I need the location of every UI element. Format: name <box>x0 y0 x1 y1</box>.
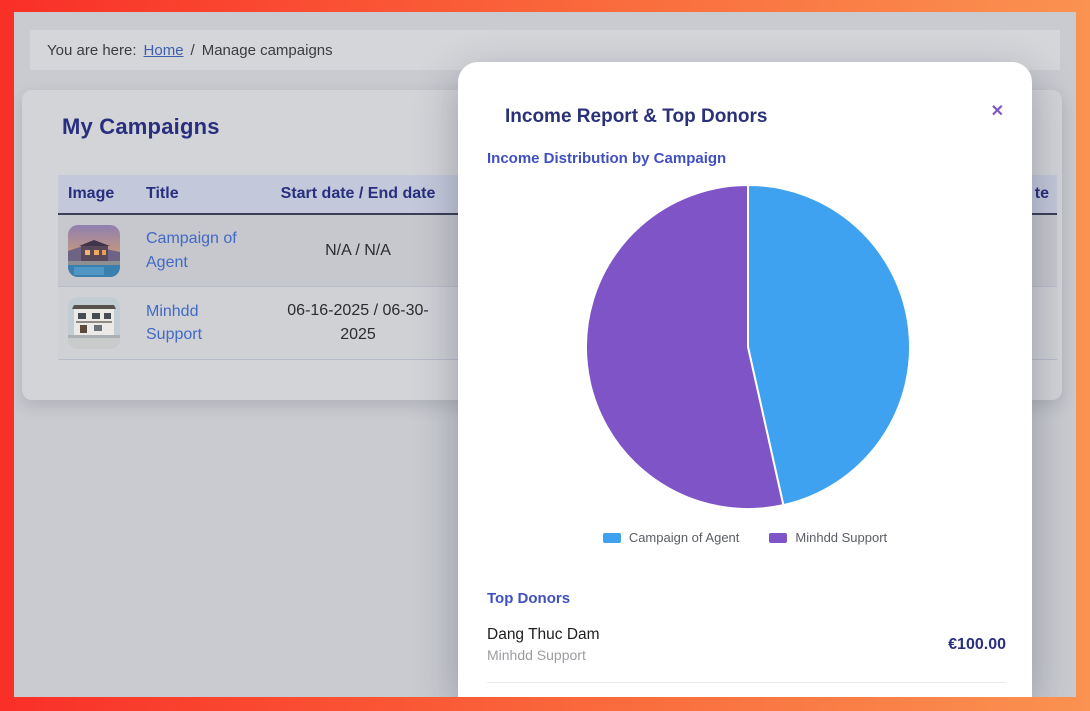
donor-campaign: Minhdd Support <box>487 647 586 663</box>
close-button[interactable]: ✕ <box>991 104 1004 120</box>
campaign-dates: 06-16-2025 / 06-30-2025 <box>287 302 429 343</box>
campaign-photo-white-house-image <box>68 297 120 349</box>
pie-chart[interactable] <box>584 183 912 511</box>
header-title: Title <box>146 185 179 202</box>
chart-legend: Campaign of Agent Minhdd Support <box>458 530 1032 545</box>
breadcrumb-separator: / <box>190 41 195 59</box>
page-background: You are here: Home / Manage campaigns My… <box>14 12 1076 697</box>
modal-title: Income Report & Top Donors <box>505 106 768 127</box>
header-partial: te <box>1034 185 1049 202</box>
header-image: Image <box>68 185 115 202</box>
header-dates: Start date / End date <box>280 185 436 202</box>
donor-amount: €100.00 <box>948 635 1006 653</box>
legend-swatch <box>602 532 621 543</box>
campaign-photo-villa-dusk-image <box>68 224 120 277</box>
campaign-link[interactable]: Campaign of Agent <box>146 230 237 271</box>
legend-label: Minhdd Support <box>795 530 888 545</box>
breadcrumb-prefix: You are here: <box>47 41 137 59</box>
income-report-modal: Income Report & Top Donors ✕ Income Dist… <box>458 62 1032 697</box>
pie-chart-svg <box>585 183 912 510</box>
page-title: My Campaigns <box>62 114 220 139</box>
breadcrumb-current: Manage campaigns <box>201 41 333 59</box>
close-icon: ✕ <box>990 103 1004 120</box>
donor-divider <box>487 682 1006 683</box>
donor-name: Dang Thuc Dam <box>487 626 600 643</box>
pie-slice-campaign-of-agent[interactable] <box>747 183 912 507</box>
legend-item-minhdd-support[interactable]: Minhdd Support <box>769 530 887 545</box>
breadcrumb-home-link[interactable]: Home <box>143 41 184 59</box>
legend-label: Campaign of Agent <box>628 530 740 545</box>
pie-slice-minhdd-support[interactable] <box>585 183 785 510</box>
chart-heading: Income Distribution by Campaign <box>487 150 727 167</box>
legend-item-campaign-of-agent[interactable]: Campaign of Agent <box>602 530 740 545</box>
campaign-link[interactable]: Minhdd Support <box>146 302 203 343</box>
legend-swatch <box>769 532 788 543</box>
donor-list-item: Dang Thuc Dam Minhdd Support €100.00 <box>487 626 1006 663</box>
campaign-dates: N/A / N/A <box>325 241 391 259</box>
top-donors-heading: Top Donors <box>487 590 571 607</box>
